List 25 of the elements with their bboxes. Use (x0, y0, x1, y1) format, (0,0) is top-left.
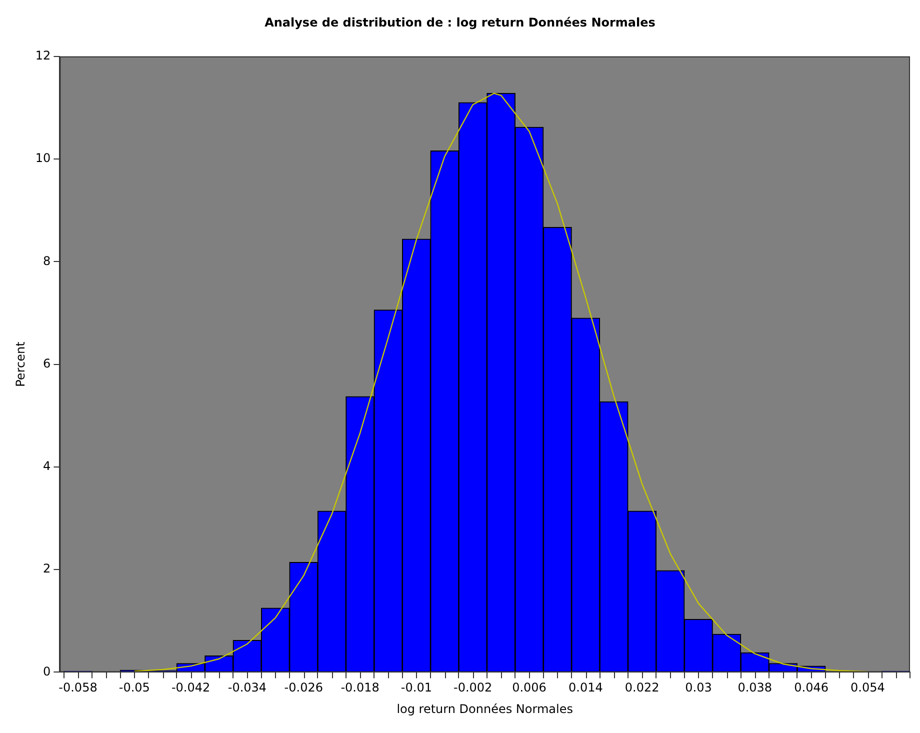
y-tick-label: 0 (43, 664, 51, 678)
x-tick-label: -0.042 (171, 680, 210, 695)
x-tick-label: 0.014 (568, 680, 603, 695)
x-tick-label: -0.002 (454, 680, 492, 695)
y-tick-label: 4 (43, 459, 51, 474)
y-tick-label: 10 (35, 151, 51, 166)
x-tick-label: -0.058 (58, 680, 98, 695)
x-tick-label: 0.046 (794, 680, 828, 695)
x-tick-label: -0.018 (340, 680, 380, 695)
chart-title: Analyse de distribution de : log return Données Normales (264, 15, 656, 30)
x-tick-label: -0.01 (400, 680, 432, 695)
x-axis-title: log return Données Normales (396, 702, 573, 716)
x-tick-label: 0.054 (850, 680, 885, 695)
x-tick-label: -0.026 (284, 680, 323, 695)
x-tick-label: 0.03 (685, 680, 712, 695)
y-tick-label: 6 (43, 356, 51, 370)
y-tick-label: 8 (43, 254, 51, 268)
y-tick-label: 12 (35, 48, 51, 63)
x-tick-label: 0.022 (624, 680, 660, 695)
x-tick-label: -0.034 (228, 680, 267, 695)
x-tick-label: 0.006 (512, 680, 546, 695)
y-axis-title: Percent (13, 341, 28, 387)
x-tick-label: 0.038 (738, 680, 772, 695)
y-tick-label: 2 (43, 562, 51, 576)
x-tick-label: -0.05 (118, 680, 150, 695)
